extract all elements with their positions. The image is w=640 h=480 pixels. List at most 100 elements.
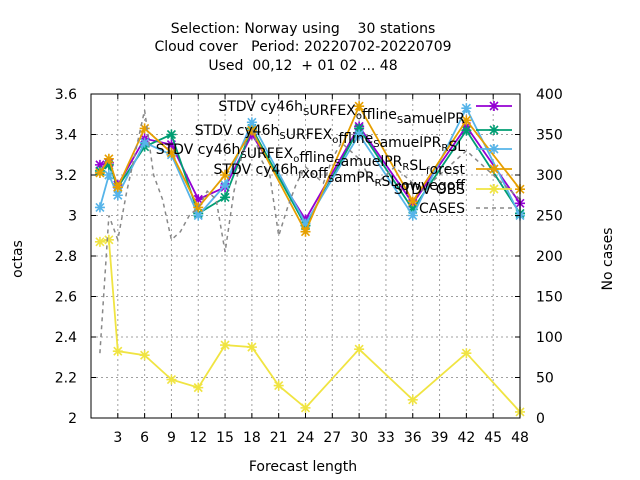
legend-marker (489, 144, 499, 154)
y2-tick-label: 100 (536, 330, 563, 346)
data-point (166, 374, 177, 385)
y-axis-label: octas (10, 240, 26, 278)
series-3 (94, 101, 525, 237)
axis-ticks: 3 6 9 12 15 18 21 24 27 30 33 36 39 42 45 4822.22.42.62… (55, 87, 563, 446)
y2-tick-label: 200 (536, 249, 563, 265)
y-tick-label: 2.6 (55, 290, 77, 306)
data-point (94, 159, 105, 170)
data-point (407, 394, 418, 405)
x-tick-label: 24 (297, 430, 315, 446)
data-point (166, 139, 177, 150)
data-point (103, 170, 114, 180)
y2-tick-label: 350 (536, 128, 563, 144)
y2-tick-label: 300 (536, 168, 563, 184)
x-tick-label: 21 (270, 430, 288, 446)
y-tick-label: 2 (68, 411, 77, 427)
legend-marker (489, 125, 499, 135)
title-line-2: Cloud cover Period: 20220702-20220709 (154, 39, 451, 55)
y-tick-label: 2.4 (55, 330, 77, 346)
data-point (103, 234, 114, 245)
legend-marker (489, 184, 499, 194)
data-point (139, 123, 150, 134)
data-point (220, 170, 231, 180)
y-tick-label: 3 (68, 209, 77, 225)
data-point (246, 125, 257, 136)
x-tick-label: 9 (167, 430, 176, 446)
legend-label: CASES (419, 201, 465, 217)
data-point (407, 196, 418, 207)
x-tick-label: 48 (511, 430, 529, 446)
x-tick-label: 27 (323, 430, 341, 446)
data-point (461, 103, 472, 114)
series-4 (94, 234, 525, 417)
title-line-3: Used 00,12 + 01 02 ... 48 (208, 58, 397, 74)
y2-tick-label: 150 (536, 290, 563, 306)
y2-tick-label: 50 (536, 371, 554, 387)
y-tick-label: 3.4 (55, 128, 77, 144)
x-tick-label: 12 (189, 430, 207, 446)
y-tick-label: 2.2 (55, 371, 77, 387)
plot-series (94, 101, 525, 417)
x-axis-label: Forecast length (249, 459, 357, 475)
data-point (246, 342, 257, 353)
y-tick-label: 3.6 (55, 87, 77, 103)
data-point (139, 137, 150, 148)
x-tick-label: 45 (484, 430, 502, 446)
title-line-1: Selection: Norway using 30 stations (171, 21, 436, 37)
data-point (354, 344, 365, 355)
data-point (354, 123, 365, 134)
x-tick-label: 3 (113, 430, 122, 446)
y2-tick-label: 250 (536, 209, 563, 225)
x-tick-label: 36 (404, 430, 422, 446)
data-point (300, 402, 311, 413)
data-point (300, 218, 311, 229)
data-point (103, 159, 114, 170)
legend-label: STDV cy46hfxoffSamPRRSLlowvegoff (214, 162, 466, 194)
data-point (300, 226, 311, 237)
y-tick-label: 3.2 (55, 168, 77, 184)
data-point (94, 167, 105, 178)
data-point (112, 346, 123, 357)
data-point (94, 202, 105, 213)
data-point (407, 210, 418, 221)
x-tick-label: 39 (431, 430, 449, 446)
data-point (220, 340, 231, 351)
data-point (193, 382, 204, 393)
x-tick-label: 15 (216, 430, 234, 446)
data-point (461, 115, 472, 126)
data-point (461, 348, 472, 359)
data-point (112, 182, 123, 193)
legend-label: STDV cy46hSURFEXofflineSamuelPR (218, 99, 465, 127)
data-point (103, 153, 114, 164)
data-point (193, 202, 204, 213)
y2-tick-label: 400 (536, 87, 563, 103)
data-point (220, 192, 231, 203)
chart-title: Selection: Norway using 30 stations Clou… (154, 21, 451, 74)
data-point (273, 380, 284, 391)
data-point (220, 180, 231, 191)
x-tick-label: 6 (140, 430, 149, 446)
data-point (94, 236, 105, 247)
data-point (193, 210, 204, 221)
data-point (354, 101, 365, 112)
legend-label: STDV OBS (394, 182, 465, 198)
data-point (112, 190, 123, 201)
data-point (166, 147, 177, 158)
data-point (354, 129, 365, 140)
data-point (193, 194, 204, 205)
data-point (461, 125, 472, 136)
data-point (246, 117, 257, 128)
x-tick-label: 42 (457, 430, 475, 446)
x-tick-label: 30 (350, 430, 368, 446)
y2-axis-label: No cases (600, 228, 616, 291)
series-line (99, 238, 521, 413)
legend-marker (489, 164, 499, 174)
legend-label: STDV cy46hSURFEXofflineSamuelPRRSL (195, 123, 466, 155)
data-point (407, 204, 418, 215)
y2-tick-label: 0 (536, 411, 545, 427)
x-tick-label: 33 (377, 430, 395, 446)
legend-marker (489, 101, 499, 111)
data-point (166, 129, 177, 140)
